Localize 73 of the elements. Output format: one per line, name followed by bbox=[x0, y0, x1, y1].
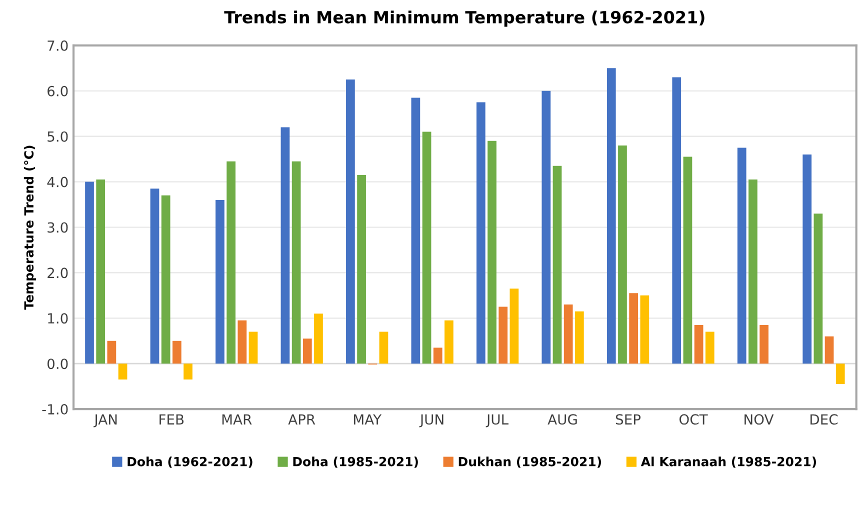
x-tick-label: DEC bbox=[810, 414, 838, 425]
bar bbox=[552, 166, 562, 364]
bar bbox=[161, 195, 170, 364]
bar bbox=[118, 364, 128, 380]
y-tick-label: 6.0 bbox=[48, 86, 68, 96]
legend-label: Al Karanaah (1985-2021) bbox=[640, 456, 816, 468]
x-tick-label: MAY bbox=[354, 414, 382, 424]
bar bbox=[346, 80, 355, 364]
bar bbox=[574, 311, 584, 364]
bar bbox=[672, 77, 682, 364]
x-tick-label: MAR bbox=[222, 414, 252, 424]
bar bbox=[498, 306, 508, 364]
bar bbox=[226, 161, 236, 364]
bar bbox=[379, 332, 388, 364]
bar bbox=[433, 348, 442, 364]
x-tick-label: SEP bbox=[616, 414, 641, 425]
y-tick-label: 3.0 bbox=[48, 222, 68, 233]
y-tick-label: 2.0 bbox=[48, 268, 68, 278]
bar bbox=[606, 68, 616, 364]
x-tick-label: JAN bbox=[94, 414, 117, 428]
bar bbox=[814, 214, 823, 364]
x-tick-label: JUN bbox=[419, 414, 444, 428]
bar bbox=[836, 364, 845, 384]
bar bbox=[640, 295, 650, 364]
x-tick-label: APR bbox=[288, 414, 316, 424]
bar bbox=[302, 338, 312, 364]
bar bbox=[444, 320, 454, 364]
y-tick-label: 7.0 bbox=[48, 40, 68, 51]
bar bbox=[184, 364, 192, 380]
bar bbox=[683, 156, 692, 364]
bar bbox=[107, 340, 116, 364]
bar bbox=[357, 174, 366, 364]
bar bbox=[694, 324, 704, 364]
bar bbox=[411, 98, 420, 364]
bar bbox=[824, 336, 834, 364]
bar bbox=[737, 148, 746, 364]
y-tick-label: 0.0 bbox=[47, 358, 68, 370]
bar bbox=[476, 102, 486, 364]
bar bbox=[292, 161, 301, 364]
bar bbox=[564, 304, 573, 364]
bar bbox=[760, 324, 768, 364]
bar bbox=[629, 293, 638, 364]
x-tick-label: JUL bbox=[486, 414, 508, 428]
bar bbox=[802, 154, 812, 364]
bar bbox=[85, 182, 94, 364]
y-tick-label: -1.0 bbox=[42, 404, 68, 415]
bar bbox=[248, 332, 258, 364]
x-tick-label: OCT bbox=[679, 414, 708, 425]
bar bbox=[542, 90, 551, 364]
bar bbox=[314, 314, 323, 364]
y-axis-title: Temperature Trend (°C) bbox=[24, 146, 36, 310]
bar bbox=[150, 188, 160, 364]
x-tick-label: NOV bbox=[744, 414, 774, 425]
y-tick-label: 4.0 bbox=[47, 176, 68, 188]
bar bbox=[705, 332, 714, 364]
bar bbox=[488, 140, 496, 364]
bar bbox=[422, 132, 432, 364]
bar bbox=[216, 200, 224, 364]
legend-label: Dukhan (1985-2021) bbox=[458, 456, 602, 468]
bar bbox=[280, 127, 290, 364]
x-tick-label: FEB bbox=[160, 414, 184, 424]
x-tick-label: AUG bbox=[548, 414, 577, 425]
y-tick-label: 1.0 bbox=[48, 313, 68, 324]
chart-title: Trends in Mean Minimum Temperature (1962-2021) bbox=[224, 10, 704, 27]
bar bbox=[96, 180, 106, 364]
legend-label: Doha (1985-2021) bbox=[293, 456, 418, 468]
bar bbox=[238, 320, 247, 364]
bar bbox=[748, 180, 758, 364]
y-tick-label: 5.0 bbox=[48, 131, 68, 142]
bar bbox=[172, 340, 182, 364]
bar bbox=[618, 145, 627, 364]
legend-label: Doha (1962-2021) bbox=[128, 456, 252, 468]
bar bbox=[510, 288, 519, 364]
